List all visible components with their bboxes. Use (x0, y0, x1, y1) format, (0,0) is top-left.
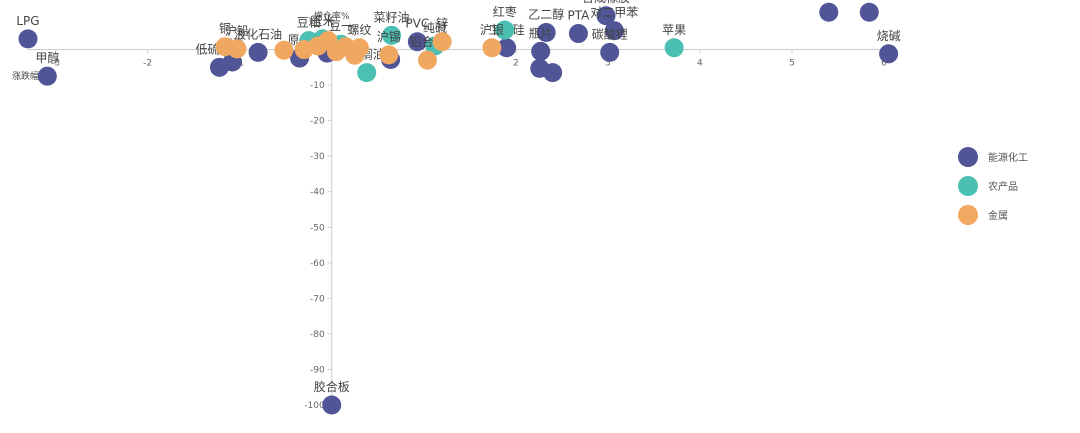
y-axis-title: 增仓率% (314, 10, 350, 22)
x-tick-label: -2 (143, 59, 152, 69)
data-point (379, 45, 399, 65)
data-point-label: 瓶片 (529, 26, 553, 40)
data-point-label: PTA (567, 9, 590, 23)
legend-label: 农产品 (988, 180, 1018, 193)
data-point-label: 锌 (436, 17, 448, 31)
legend-marker (958, 147, 978, 167)
data-point-label: 纯苯 (857, 0, 881, 1)
data-point (345, 45, 365, 65)
data-point-label: PVC (405, 17, 429, 31)
data-point (417, 50, 437, 70)
data-point-label: 铜 (219, 21, 231, 36)
legend-marker (958, 205, 978, 225)
y-tick-label: -70 (310, 294, 325, 304)
data-point-label: 苹果 (662, 23, 686, 37)
data-point (664, 38, 684, 58)
data-point-label: 沪锡 (377, 29, 401, 44)
data-point (227, 39, 247, 59)
data-point-label: 豆一 (329, 19, 353, 33)
y-tick-label: -60 (310, 259, 325, 269)
x-tick-label: 6 (881, 59, 887, 69)
data-point-label: 豆粕 (297, 15, 321, 30)
y-tick-label: -40 (310, 188, 325, 198)
data-point (536, 22, 556, 42)
legend-label: 能源化工 (988, 151, 1028, 164)
data-point-label: 沪银 (480, 23, 504, 37)
y-tick-label: -90 (310, 365, 325, 375)
data-point (495, 20, 515, 40)
data-point-label: 红枣 (493, 4, 517, 19)
data-point-label: 胶合板 (314, 379, 350, 394)
data-point-label: 甲醇 (35, 50, 59, 65)
data-point-label: 玉米 (311, 14, 335, 28)
data-point (357, 63, 377, 83)
data-point (482, 38, 502, 58)
data-point (531, 41, 551, 61)
data-point (497, 38, 517, 58)
y-tick-label: -30 (310, 152, 325, 162)
data-point-label: 碳酸锂 (592, 26, 628, 41)
data-point-label: 苯乙烯 (811, 0, 847, 1)
data-point (382, 25, 402, 45)
data-point-label: 烧碱 (877, 29, 901, 43)
data-point (568, 24, 588, 44)
data-point-label: 液化石油 (234, 26, 282, 41)
y-tick-label: -20 (310, 117, 325, 127)
data-point (604, 21, 624, 41)
data-point-label: 螺纹 (347, 23, 371, 37)
data-point (879, 44, 899, 64)
data-point-label: 乙二醇 (528, 6, 564, 21)
legend-marker (958, 176, 978, 196)
y-tick-label: -100 (304, 401, 325, 411)
data-point (322, 395, 342, 415)
data-point-label: 菜籽油 (374, 10, 410, 24)
data-point (596, 6, 616, 26)
y-tick-label: -50 (310, 223, 325, 233)
x-tick-label: -3 (51, 59, 60, 69)
legend-label: 金属 (988, 209, 1008, 222)
data-point (543, 63, 563, 83)
data-point-label: LPG (16, 14, 39, 28)
data-point-label: 合成橡胶 (582, 0, 630, 5)
x-tick-label: 5 (789, 59, 795, 69)
data-point (37, 66, 57, 86)
x-tick-label: 4 (697, 59, 703, 69)
data-point (819, 2, 839, 22)
data-point (859, 2, 879, 22)
data-point-label: 对二甲苯 (590, 6, 638, 20)
x-tick-label: 2 (513, 59, 519, 69)
y-tick-label: -80 (310, 330, 325, 340)
data-point-label: 纯碱 (423, 21, 447, 35)
data-point (432, 32, 452, 52)
data-point-label: 沪铅 (225, 24, 249, 38)
data-point (407, 32, 427, 52)
y-tick-label: -10 (310, 81, 325, 91)
data-point (248, 42, 268, 62)
data-point (18, 29, 38, 49)
data-point (600, 42, 620, 62)
x-tick-label: 3 (605, 59, 611, 69)
data-point (274, 40, 294, 60)
